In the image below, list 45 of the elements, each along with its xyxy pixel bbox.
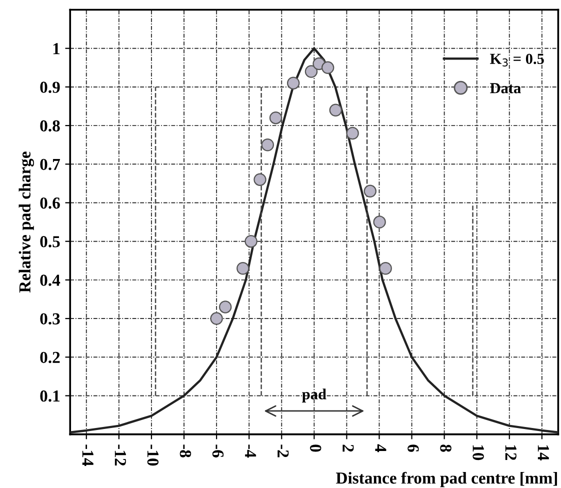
y-tick-label: 0.4 — [40, 274, 60, 286]
x-tick-label: -4 — [245, 444, 256, 458]
point — [321, 61, 334, 74]
y-tick-label: 1 — [53, 43, 60, 54]
x-tick-label: 12 — [505, 445, 516, 460]
x-tick-label: -12 — [114, 444, 126, 466]
x-tick-label: 8 — [440, 444, 452, 452]
point — [261, 138, 274, 152]
y-axis-title: Relative pad charge — [18, 152, 34, 293]
x-tick-label: -14 — [82, 444, 94, 466]
point — [379, 262, 392, 275]
point — [244, 234, 258, 248]
x-tick-label: 6 — [408, 444, 419, 452]
point — [329, 104, 342, 116]
point — [346, 126, 359, 140]
point — [304, 65, 318, 78]
annotation: pad — [302, 388, 326, 402]
point — [373, 216, 386, 228]
legend-label: Data — [490, 83, 521, 94]
x-tick-label: -2 — [278, 444, 289, 458]
y-tick-label: 0.5 — [40, 236, 60, 248]
x-axis-title: Distance from pad centre [mm] — [336, 472, 557, 488]
point — [236, 262, 250, 275]
point — [254, 173, 266, 186]
x-tick-label: -10 — [147, 444, 159, 466]
y-tick-label: 0.6 — [40, 197, 60, 209]
point — [269, 111, 282, 124]
legend-label: K$_{3}$ = 0.5 — [490, 54, 544, 67]
y-tick-label: 0.7 — [40, 158, 60, 170]
point — [286, 76, 300, 90]
x-tick-label: 0 — [310, 444, 322, 452]
point — [364, 184, 376, 198]
point — [218, 300, 232, 314]
y-tick-label: 0.8 — [40, 120, 60, 132]
point — [210, 312, 223, 325]
y-tick-label: 0.3 — [40, 313, 60, 325]
x-tick-label: -6 — [212, 444, 224, 458]
y-tick-label: 0.1 — [40, 390, 60, 402]
x-tick-label: 14 — [538, 445, 549, 460]
x-tick-label: 2 — [342, 444, 354, 452]
y-tick-label: 0.2 — [40, 352, 60, 364]
x-tick-label: -8 — [180, 444, 192, 458]
x-tick-label: 10 — [472, 445, 484, 460]
y-tick-label: 0.9 — [40, 82, 60, 93]
x-tick-label: 4 — [375, 444, 386, 452]
